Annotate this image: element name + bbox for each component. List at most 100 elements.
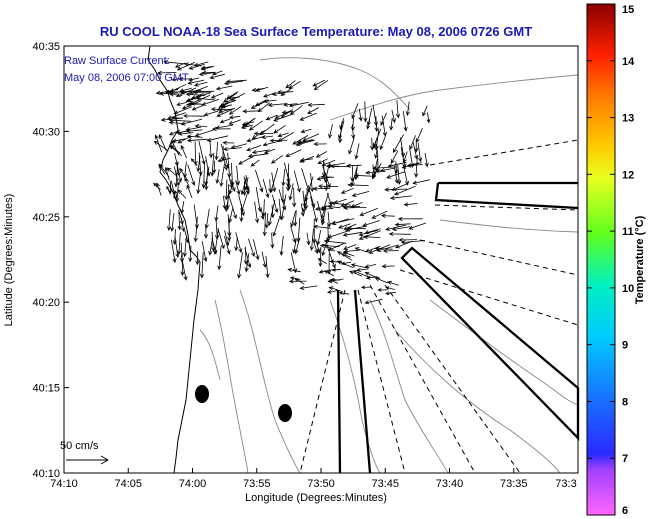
current-vector (374, 116, 379, 133)
current-vector (186, 184, 193, 199)
current-vector (253, 239, 260, 261)
current-vector (350, 263, 368, 269)
current-vector (253, 131, 274, 136)
current-vector (340, 188, 354, 194)
current-vector (338, 120, 345, 140)
current-vector (267, 102, 287, 108)
current-vector (190, 158, 198, 167)
current-vector (250, 159, 260, 167)
y-axis-ticks: 40:10 40:15 40:20 40:25 40:30 40:35 (32, 41, 69, 480)
current-vector (250, 99, 269, 109)
current-vector (395, 240, 413, 249)
current-vector (195, 251, 200, 266)
current-vector (171, 139, 180, 156)
current-vector (323, 244, 336, 252)
current-vector (228, 195, 237, 220)
current-vector (403, 165, 409, 186)
current-vector (292, 239, 297, 254)
current-vector (358, 230, 381, 240)
current-vector (349, 270, 363, 277)
current-vector (220, 100, 236, 107)
current-vector (242, 109, 261, 114)
contour-line (214, 299, 249, 474)
colorbar-tick-label: 15 (622, 4, 634, 16)
current-vector (323, 270, 334, 277)
chart-title: RU COOL NOAA-18 Sea Surface Temperature:… (100, 24, 532, 39)
current-vector (342, 204, 361, 209)
y-tick-label: 40:25 (32, 212, 60, 224)
current-vector (307, 102, 325, 107)
current-vector (317, 258, 327, 264)
current-vector (412, 179, 430, 185)
current-vector (174, 189, 178, 199)
current-vector (180, 118, 203, 126)
current-vector (289, 276, 301, 281)
current-vector (290, 225, 297, 244)
current-vector (354, 247, 367, 253)
current-vector (193, 216, 198, 243)
current-vector (224, 235, 231, 255)
current-vector (200, 66, 213, 71)
current-vector (193, 81, 208, 87)
current-vector (177, 131, 194, 136)
current-vector (296, 217, 301, 243)
current-vector (414, 157, 419, 178)
current-vector (169, 144, 181, 154)
current-vector (158, 134, 167, 151)
current-vector (210, 92, 224, 99)
current-vector (244, 118, 256, 126)
current-vector (299, 285, 318, 290)
colorbar-ticks: 6 7 8 9 10 11 12 13 14 15 (587, 3, 635, 517)
current-vector (182, 236, 187, 258)
current-vector (176, 61, 195, 71)
current-vector (358, 108, 363, 122)
current-vector (163, 60, 186, 65)
current-vector (168, 180, 173, 195)
contour-line (394, 329, 561, 474)
current-vector (393, 165, 399, 184)
current-vector (343, 223, 357, 230)
current-vector (398, 237, 417, 243)
current-vector (270, 205, 275, 219)
current-vector (177, 136, 192, 144)
current-vector (385, 291, 396, 296)
current-vector (312, 237, 319, 255)
current-vector (240, 177, 247, 196)
current-vector (292, 135, 309, 145)
current-vector (381, 264, 395, 269)
current-vector (342, 251, 355, 257)
current-vector (179, 87, 192, 93)
current-vector (351, 191, 370, 197)
current-vector (153, 140, 168, 151)
current-vector (238, 194, 245, 217)
current-vector (204, 208, 210, 229)
current-vector (218, 108, 233, 114)
current-vector (318, 246, 323, 268)
current-vector (174, 161, 179, 188)
current-vector (188, 77, 200, 82)
current-vector (212, 160, 217, 174)
current-vector (364, 298, 383, 305)
colorbar-tick-label: 11 (622, 226, 634, 238)
current-vector (177, 189, 187, 199)
current-vector (177, 209, 182, 231)
current-vector (195, 96, 215, 101)
current-vector (400, 240, 425, 245)
station-marker (195, 385, 209, 403)
x-axis-ticks: 74:10 74:05 74:00 73:55 73:50 73:45 73:40 73:35… (50, 468, 579, 490)
current-vector (182, 113, 205, 119)
current-vector (313, 141, 327, 147)
current-vector (379, 135, 386, 151)
current-vector (270, 232, 275, 249)
current-vector (288, 101, 309, 108)
current-vector (281, 110, 294, 115)
current-vector (176, 101, 188, 106)
current-vector (251, 130, 265, 140)
current-vector (228, 105, 242, 115)
current-vector (293, 210, 298, 227)
current-vector (327, 230, 350, 239)
current-vector (392, 134, 404, 154)
current-vector (198, 152, 203, 177)
current-vector (201, 241, 208, 263)
current-vector (316, 230, 322, 246)
